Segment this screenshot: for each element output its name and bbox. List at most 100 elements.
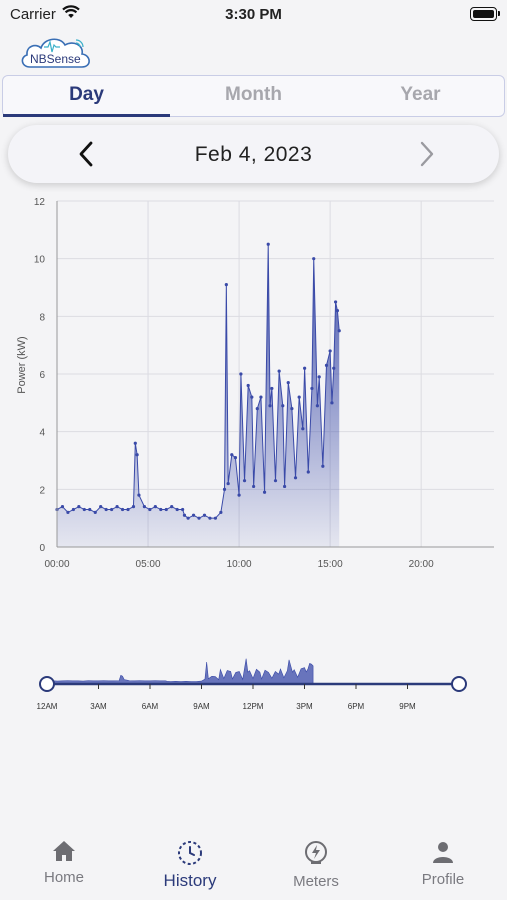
data-point[interactable] <box>170 505 174 509</box>
tab-year[interactable]: Year <box>400 84 441 105</box>
carrier-label: Carrier <box>10 6 56 23</box>
nav-home[interactable]: Home <box>14 830 114 886</box>
wifi-icon <box>62 5 80 18</box>
y-axis-title: Power (kW) <box>16 336 28 393</box>
power-chart[interactable]: 0 2 4 6 8 10 12 00:00 05:00 10:00 15:00 20:00 Power… <box>0 190 507 580</box>
data-point[interactable] <box>306 470 310 474</box>
data-point[interactable] <box>66 510 70 514</box>
data-point[interactable] <box>303 366 307 370</box>
data-point[interactable] <box>317 375 321 379</box>
data-point[interactable] <box>191 513 196 517</box>
chevron-left-icon[interactable] <box>72 139 102 169</box>
data-point[interactable] <box>328 349 332 353</box>
data-point[interactable] <box>286 381 290 385</box>
status-time: 3:30 PM <box>225 6 282 23</box>
data-point[interactable] <box>104 507 108 512</box>
home-icon <box>53 841 75 861</box>
data-point[interactable] <box>233 456 238 460</box>
data-point[interactable] <box>246 383 250 388</box>
data-point[interactable] <box>262 490 267 494</box>
data-point[interactable] <box>266 242 270 246</box>
data-point[interactable] <box>290 407 294 411</box>
data-point[interactable] <box>252 484 256 489</box>
navigator-tick-label: 9AM <box>193 702 210 711</box>
data-point[interactable] <box>135 453 139 457</box>
data-point[interactable] <box>277 369 281 373</box>
data-point[interactable] <box>159 507 163 512</box>
data-point[interactable] <box>208 516 212 520</box>
nav-history[interactable]: History <box>140 830 240 891</box>
data-point[interactable] <box>315 404 319 408</box>
chevron-right-icon[interactable] <box>411 139 441 169</box>
data-point[interactable] <box>153 505 157 509</box>
data-point[interactable] <box>270 386 274 391</box>
data-point[interactable] <box>312 257 316 261</box>
data-point[interactable] <box>230 453 234 457</box>
data-point[interactable] <box>110 507 114 512</box>
data-point[interactable] <box>137 493 141 497</box>
y-tick-label: 2 <box>39 485 45 496</box>
nav-meters-label: Meters <box>293 873 339 890</box>
data-point[interactable] <box>333 300 338 304</box>
data-point[interactable] <box>120 507 125 512</box>
tab-month[interactable]: Month <box>225 84 282 105</box>
data-point[interactable] <box>71 507 75 512</box>
data-point[interactable] <box>99 505 103 509</box>
data-point[interactable] <box>332 366 336 370</box>
data-point[interactable] <box>330 401 334 405</box>
data-point[interactable] <box>293 476 298 480</box>
navigator-tick-label: 6PM <box>348 702 365 711</box>
data-point[interactable] <box>255 407 259 411</box>
data-point[interactable] <box>321 464 325 468</box>
data-point[interactable] <box>222 487 227 491</box>
data-point[interactable] <box>324 363 329 367</box>
data-point[interactable] <box>60 505 65 509</box>
data-point[interactable] <box>88 507 92 512</box>
data-point[interactable] <box>281 404 285 408</box>
tab-day[interactable]: Day <box>3 76 170 117</box>
data-point[interactable] <box>93 510 97 514</box>
data-point[interactable] <box>115 505 119 509</box>
data-point[interactable] <box>164 507 168 512</box>
data-point[interactable] <box>310 386 314 391</box>
data-point[interactable] <box>142 505 146 509</box>
data-point[interactable] <box>224 283 228 287</box>
data-point[interactable] <box>337 329 341 333</box>
data-point[interactable] <box>242 479 247 483</box>
data-point[interactable] <box>77 505 81 509</box>
data-point[interactable] <box>148 507 152 512</box>
data-point[interactable] <box>335 308 340 313</box>
data-point[interactable] <box>182 513 187 517</box>
data-point[interactable] <box>301 427 305 431</box>
nav-home-label: Home <box>43 869 84 886</box>
logo-text: NBSense <box>30 52 81 66</box>
data-point[interactable] <box>133 441 137 445</box>
data-point[interactable] <box>202 513 207 517</box>
data-point[interactable] <box>82 507 86 512</box>
data-point[interactable] <box>126 507 130 512</box>
range-handle-end[interactable] <box>451 676 467 692</box>
data-point[interactable] <box>250 395 254 399</box>
data-point[interactable] <box>175 507 179 512</box>
data-point[interactable] <box>219 510 223 514</box>
data-point[interactable] <box>268 404 272 408</box>
data-point[interactable] <box>273 479 278 483</box>
data-point[interactable] <box>197 516 201 520</box>
data-point[interactable] <box>186 516 190 520</box>
data-point[interactable] <box>226 481 230 486</box>
navigator-tick-label: 3PM <box>296 702 313 711</box>
nav-meters[interactable]: Meters <box>266 830 366 890</box>
range-handle-start[interactable] <box>39 676 55 692</box>
data-point[interactable] <box>213 516 218 520</box>
x-tick-label: 05:00 <box>136 559 161 570</box>
range-navigator[interactable]: 12AM 3AM 6AM 9AM 12PM 3PM 6PM 9PM <box>0 645 507 720</box>
data-point[interactable] <box>181 507 185 512</box>
data-point[interactable] <box>259 395 263 399</box>
data-point[interactable] <box>297 395 301 399</box>
data-point[interactable] <box>131 505 136 509</box>
data-point[interactable] <box>283 484 287 489</box>
history-clock-icon <box>178 841 202 865</box>
data-point[interactable] <box>237 493 241 497</box>
data-point[interactable] <box>239 372 243 376</box>
nav-profile[interactable]: Profile <box>393 830 493 888</box>
